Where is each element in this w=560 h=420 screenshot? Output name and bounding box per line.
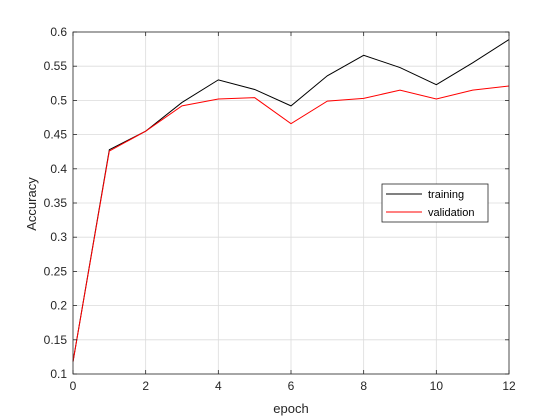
x-axis-label: epoch <box>273 401 308 416</box>
y-tick-label: 0.5 <box>50 93 67 107</box>
x-tick-label: 10 <box>430 379 444 393</box>
y-tick-label: 0.15 <box>44 333 68 347</box>
y-axis-label: Accuracy <box>24 177 39 231</box>
x-tick-label: 12 <box>502 379 516 393</box>
x-tick-label: 6 <box>288 379 295 393</box>
y-tick-label: 0.55 <box>44 59 68 73</box>
legend-label-validation: validation <box>428 207 474 219</box>
y-tick-label: 0.35 <box>44 196 68 210</box>
legend: training validation <box>381 183 489 223</box>
x-tick-label: 0 <box>70 379 77 393</box>
x-tick-label: 8 <box>360 379 367 393</box>
y-tick-label: 0.4 <box>50 162 67 176</box>
x-tick-label: 2 <box>142 379 149 393</box>
y-tick-label: 0.25 <box>44 264 68 278</box>
x-tick-label: 4 <box>215 379 222 393</box>
series-line-validation <box>72 85 510 362</box>
y-tick-label: 0.2 <box>50 299 67 313</box>
series-layer <box>72 39 510 362</box>
y-tick-label: 0.3 <box>50 230 67 244</box>
y-tick-label: 0.45 <box>44 128 68 142</box>
legend-label-training: training <box>428 189 464 201</box>
ticks <box>72 31 510 375</box>
legend-box <box>381 183 489 223</box>
tick-labels: 0 2 4 6 8 10 12 0.1 0.15 0.2 0.25 0.3 0.35 0.4 0.45 0.5… <box>44 25 516 393</box>
y-tick-label: 0.1 <box>50 367 67 381</box>
y-tick-label: 0.6 <box>50 25 67 39</box>
